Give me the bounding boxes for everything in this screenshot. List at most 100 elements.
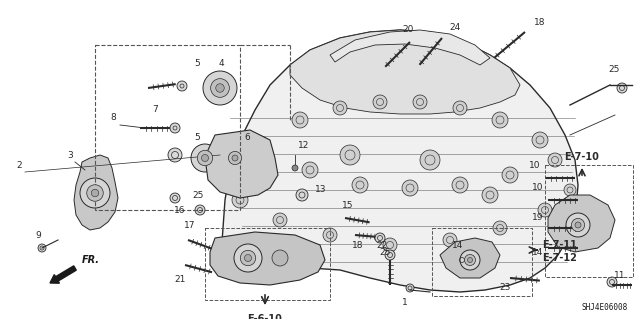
Circle shape xyxy=(272,250,288,266)
Circle shape xyxy=(383,238,397,252)
Text: 20: 20 xyxy=(403,25,413,34)
Circle shape xyxy=(492,112,508,128)
Circle shape xyxy=(340,145,360,165)
Text: 24: 24 xyxy=(449,23,461,32)
Text: 8: 8 xyxy=(110,113,116,122)
Polygon shape xyxy=(220,30,578,292)
Circle shape xyxy=(575,222,581,228)
Polygon shape xyxy=(74,155,118,230)
Text: 13: 13 xyxy=(315,185,326,194)
Text: 25: 25 xyxy=(192,191,204,200)
Text: 2: 2 xyxy=(17,161,22,170)
Text: 5: 5 xyxy=(194,59,200,68)
Circle shape xyxy=(168,148,182,162)
Text: SHJ4E06008: SHJ4E06008 xyxy=(582,303,628,312)
Circle shape xyxy=(333,101,347,115)
FancyArrow shape xyxy=(50,266,76,283)
Text: 15: 15 xyxy=(342,201,354,210)
Polygon shape xyxy=(210,232,325,285)
Text: 4: 4 xyxy=(218,59,224,68)
Text: 18: 18 xyxy=(352,241,364,250)
Text: 25: 25 xyxy=(380,248,390,257)
Circle shape xyxy=(87,185,103,201)
Circle shape xyxy=(251,136,269,154)
Circle shape xyxy=(232,155,238,161)
Circle shape xyxy=(202,154,209,161)
Text: 23: 23 xyxy=(499,283,511,292)
Circle shape xyxy=(296,189,308,201)
Text: 11: 11 xyxy=(614,271,625,280)
Text: 19: 19 xyxy=(531,213,543,222)
Circle shape xyxy=(420,150,440,170)
Text: 21: 21 xyxy=(174,275,186,284)
Circle shape xyxy=(532,132,548,148)
Circle shape xyxy=(80,178,110,208)
Circle shape xyxy=(191,144,219,172)
Circle shape xyxy=(170,123,180,133)
Text: E-7-11: E-7-11 xyxy=(542,240,577,250)
Circle shape xyxy=(406,284,414,292)
Circle shape xyxy=(92,189,99,197)
Bar xyxy=(432,228,532,296)
Circle shape xyxy=(228,152,242,165)
Text: 10: 10 xyxy=(531,183,543,192)
Circle shape xyxy=(482,187,498,203)
Text: 12: 12 xyxy=(298,141,309,150)
Text: 16: 16 xyxy=(174,206,186,215)
Circle shape xyxy=(385,250,395,260)
Circle shape xyxy=(617,83,627,93)
Text: 5: 5 xyxy=(194,133,200,142)
Circle shape xyxy=(373,95,387,109)
Circle shape xyxy=(195,205,205,215)
Circle shape xyxy=(216,84,224,92)
Circle shape xyxy=(548,153,562,167)
Circle shape xyxy=(203,71,237,105)
Polygon shape xyxy=(548,195,615,252)
Text: 14: 14 xyxy=(532,248,543,257)
Text: 6: 6 xyxy=(244,133,250,142)
Circle shape xyxy=(292,112,308,128)
Circle shape xyxy=(402,180,418,196)
Text: 1: 1 xyxy=(402,298,408,307)
Circle shape xyxy=(607,277,617,287)
Circle shape xyxy=(323,228,337,242)
Circle shape xyxy=(502,167,518,183)
Circle shape xyxy=(538,203,552,217)
Text: E-7-12: E-7-12 xyxy=(542,253,577,263)
Circle shape xyxy=(564,184,576,196)
Circle shape xyxy=(273,213,287,227)
Circle shape xyxy=(234,244,262,272)
Circle shape xyxy=(467,257,472,263)
Bar xyxy=(95,45,240,210)
Circle shape xyxy=(443,233,457,247)
Circle shape xyxy=(232,192,248,208)
Circle shape xyxy=(572,219,584,232)
Circle shape xyxy=(302,162,318,178)
Bar xyxy=(545,165,633,277)
Text: 22: 22 xyxy=(376,241,388,250)
Text: FR.: FR. xyxy=(82,255,100,265)
Polygon shape xyxy=(440,238,500,278)
Text: 18: 18 xyxy=(534,18,546,27)
Circle shape xyxy=(244,255,252,262)
Circle shape xyxy=(375,233,385,243)
Circle shape xyxy=(292,165,298,171)
Text: E-7-10: E-7-10 xyxy=(564,152,600,162)
Text: 3: 3 xyxy=(67,151,73,160)
Text: 10: 10 xyxy=(529,161,540,170)
Circle shape xyxy=(223,146,247,170)
Circle shape xyxy=(493,221,507,235)
Text: E-6-10: E-6-10 xyxy=(248,314,282,319)
Text: 17: 17 xyxy=(184,221,196,230)
Circle shape xyxy=(453,101,467,115)
Circle shape xyxy=(413,95,427,109)
Text: 9: 9 xyxy=(35,231,41,240)
Circle shape xyxy=(460,250,480,270)
Text: 7: 7 xyxy=(152,105,158,114)
Circle shape xyxy=(457,255,467,265)
Bar xyxy=(205,228,330,300)
Circle shape xyxy=(177,81,187,91)
Circle shape xyxy=(38,244,46,252)
Circle shape xyxy=(211,79,229,97)
Circle shape xyxy=(452,177,468,193)
